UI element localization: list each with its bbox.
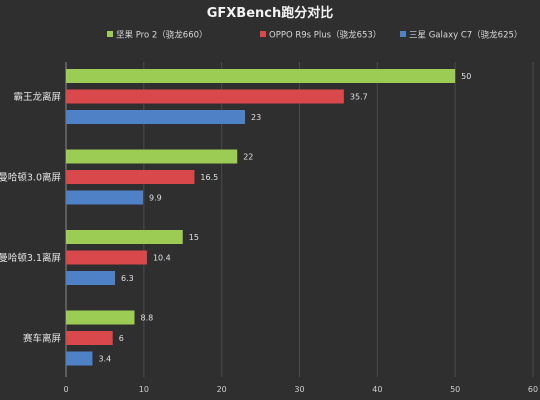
category-label-1: 霸王龙离屏 — [13, 91, 61, 103]
x-tick-30: 30 — [294, 385, 304, 394]
bar-2-2 — [66, 170, 195, 184]
legend: 坚果 Pro 2（骁龙660） OPPO R9s Plus（骁龙653） 三星 Ga… — [107, 30, 522, 41]
x-tick-labels: 0 10 20 30 40 50 60 — [63, 385, 538, 394]
legend-label-3: 三星 Galaxy C7（骁龙625） — [409, 30, 522, 41]
bar-4-3 — [66, 351, 93, 366]
value-label-2-3: 9.9 — [149, 194, 162, 203]
bar-4-1 — [66, 310, 135, 325]
x-tick-50: 50 — [450, 385, 460, 394]
bar-2-3 — [66, 190, 144, 205]
x-tick-0: 0 — [63, 385, 68, 394]
bars — [66, 69, 456, 366]
legend-label-1: 坚果 Pro 2（骁龙660） — [116, 30, 208, 41]
grid-lines — [65, 62, 534, 377]
value-label-3-2: 10.4 — [153, 254, 171, 263]
x-tick-20: 20 — [217, 385, 227, 394]
value-labels: 50 35.7 23 22 16.5 9.9 15 10.4 6.3 8.8 6 3.4 — [98, 72, 471, 364]
bar-3-2 — [66, 250, 147, 265]
value-label-2-1: 22 — [243, 153, 253, 162]
category-label-3: 曼哈顿3.1离屏 — [0, 252, 61, 264]
legend-swatch-1 — [107, 31, 113, 37]
value-label-4-2: 6 — [119, 334, 124, 343]
legend-label-2: OPPO R9s Plus（骁龙653） — [269, 30, 381, 41]
value-label-4-3: 3.4 — [98, 355, 111, 364]
x-tick-60: 60 — [528, 385, 538, 394]
bar-3-1 — [66, 230, 183, 244]
x-tick-40: 40 — [372, 385, 382, 394]
bar-1-1 — [66, 69, 456, 83]
bar-4-2 — [66, 331, 113, 345]
bar-3-3 — [66, 271, 116, 285]
value-label-1-1: 50 — [461, 72, 471, 81]
value-label-2-2: 16.5 — [200, 173, 218, 182]
x-tick-10: 10 — [139, 385, 149, 394]
legend-swatch-2 — [260, 31, 266, 37]
legend-swatch-3 — [400, 31, 406, 37]
value-label-1-3: 23 — [251, 113, 261, 122]
chart-title: GFXBench跑分对比 — [207, 5, 334, 21]
category-label-2: 曼哈顿3.0离屏 — [0, 172, 61, 184]
value-label-4-1: 8.8 — [140, 314, 153, 323]
value-label-3-1: 15 — [189, 233, 199, 242]
value-label-3-3: 6.3 — [121, 274, 134, 283]
bar-1-3 — [66, 110, 246, 124]
value-label-1-2: 35.7 — [350, 93, 368, 102]
category-label-4: 赛车离屏 — [23, 333, 61, 345]
bar-2-1 — [66, 149, 238, 164]
bar-1-2 — [66, 89, 344, 104]
